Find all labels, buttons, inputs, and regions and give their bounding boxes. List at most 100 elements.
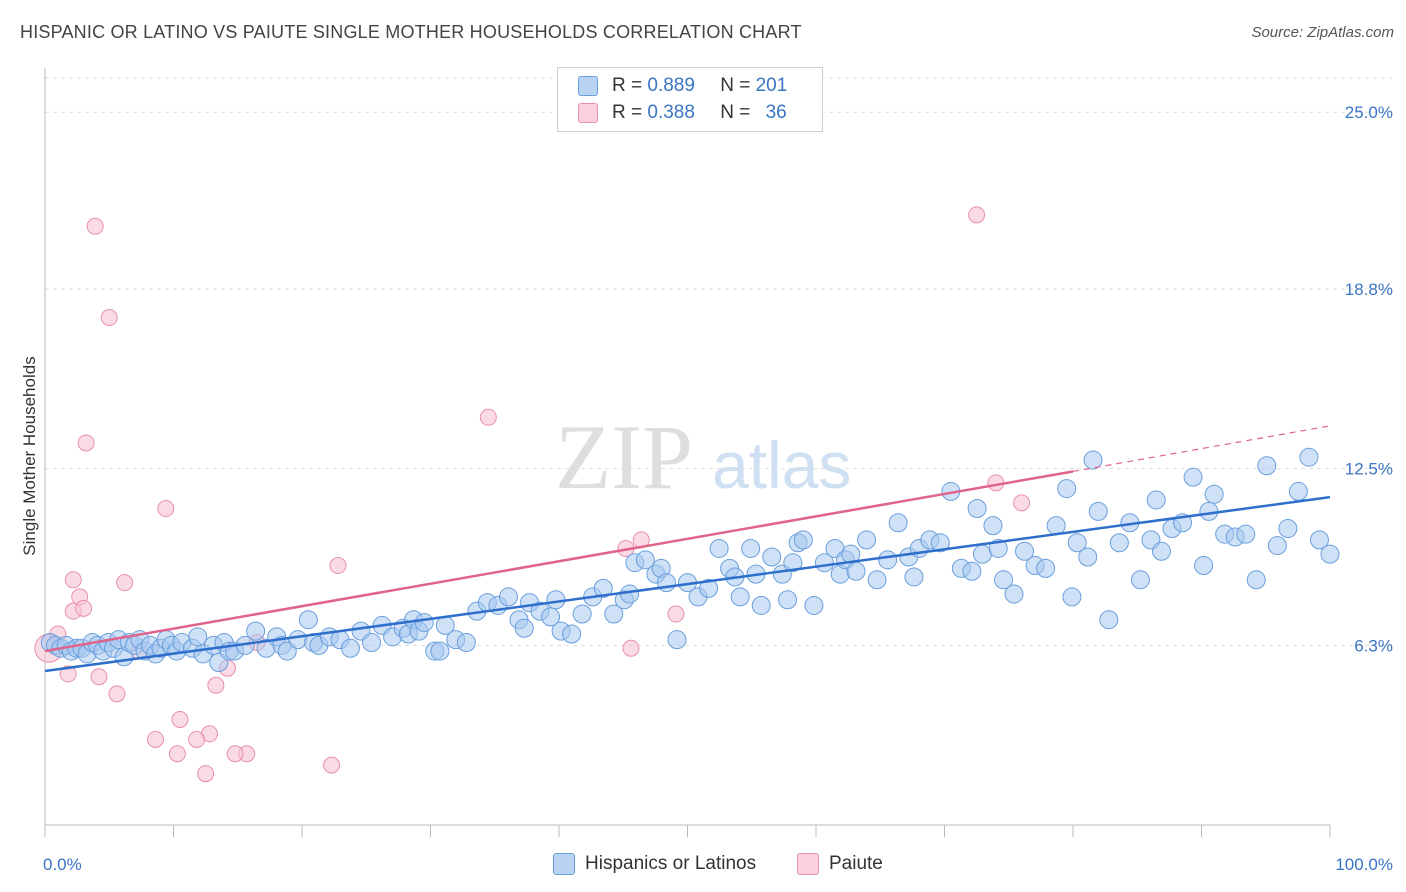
hispanic-point <box>888 513 908 533</box>
legend-n-label: N = <box>720 75 751 96</box>
hispanic-point <box>778 590 798 610</box>
y-tick-label: 6.3% <box>1354 636 1393 655</box>
paiute-point <box>75 599 93 617</box>
hispanic-point <box>762 547 782 567</box>
y-tick-label: 18.8% <box>1345 280 1393 299</box>
bottom-legend-hispanic: Hispanics or Latinos <box>553 853 756 875</box>
hispanic-point <box>667 630 687 650</box>
hispanic-point <box>1257 456 1277 476</box>
hispanic-point <box>1236 524 1256 544</box>
paiute-point <box>108 685 126 703</box>
hispanic-point <box>983 516 1003 536</box>
hispanic-point <box>1299 447 1319 467</box>
x-tick-label: 0.0% <box>43 855 82 874</box>
trend-lines <box>44 425 1331 673</box>
legend-r-value: 0.388 <box>647 102 695 123</box>
watermark-zip: ZIP <box>555 406 693 508</box>
hispanic-point <box>288 630 308 650</box>
x-tick-label: 100.0% <box>1335 855 1393 874</box>
hispanic-point <box>1109 533 1129 553</box>
hispanic-point <box>751 595 771 615</box>
hispanic-point <box>1183 467 1203 487</box>
hispanic-point <box>1046 516 1066 536</box>
hispanic-point <box>1246 570 1266 590</box>
hispanic-point <box>741 538 761 558</box>
hispanic-point <box>541 607 561 627</box>
paiute-point <box>168 745 186 763</box>
y-tick-label: 12.5% <box>1345 460 1393 479</box>
paiute-point <box>323 756 341 774</box>
axes <box>44 68 1331 837</box>
hispanic-point <box>1036 558 1056 578</box>
hispanic-point <box>1204 484 1224 504</box>
legend-n-value: 36 <box>765 102 787 123</box>
hispanic-point <box>1194 556 1214 576</box>
hispanic-point <box>993 570 1013 590</box>
hispanic-point <box>1199 501 1219 521</box>
watermark: ZIP atlas <box>555 406 851 508</box>
legend-swatch-pink <box>578 102 598 123</box>
hispanic-point <box>1062 587 1082 607</box>
paiute-point <box>622 639 640 657</box>
legend-r-label: R = <box>612 75 643 96</box>
hispanic-point <box>1309 530 1329 550</box>
hispanic-point <box>498 587 518 607</box>
hispanic-point <box>972 544 992 564</box>
hispanic-point <box>1015 541 1035 561</box>
legend-row-paiute: R = 0.388 N = 36 <box>578 102 787 126</box>
hispanic-point <box>793 530 813 550</box>
hispanic-point <box>1078 547 1098 567</box>
paiute-point <box>188 730 206 748</box>
hispanic-point <box>1146 490 1166 510</box>
hispanic-point <box>988 538 1008 558</box>
y-tick-label: 25.0% <box>1345 103 1393 122</box>
hispanic-point <box>456 633 476 653</box>
paiute-point <box>77 434 95 452</box>
legend-r-value: 0.889 <box>647 75 695 96</box>
series-name-hispanic: Hispanics or Latinos <box>585 853 757 875</box>
bottom-swatch-pink <box>797 853 819 875</box>
hispanic-point <box>1288 481 1308 501</box>
hispanic-point <box>362 633 382 653</box>
paiute-point <box>667 605 685 623</box>
hispanic-point <box>514 618 534 638</box>
hispanic-point <box>188 627 208 647</box>
watermark-atlas: atlas <box>712 428 851 502</box>
hispanic-point <box>1083 450 1103 470</box>
hispanic-point <box>414 613 434 633</box>
paiute-points <box>34 206 1031 783</box>
hispanic-point <box>804 595 824 615</box>
hispanic-point <box>709 538 729 558</box>
paiute-point <box>86 217 104 235</box>
hispanic-point <box>857 530 877 550</box>
paiute-point <box>207 676 225 694</box>
hispanic-point <box>962 561 982 581</box>
hispanic-point <box>1278 518 1298 538</box>
hispanic-point <box>298 610 318 630</box>
hispanic-point <box>967 499 987 519</box>
grid-lines <box>45 77 1392 646</box>
hispanic-point <box>604 604 624 624</box>
hispanic-point <box>1004 584 1024 604</box>
hispanic-point <box>1057 479 1077 499</box>
bottom-legend-paiute: Paiute <box>797 853 883 875</box>
paiute-trend-line <box>44 470 1074 653</box>
chart-title: HISPANIC OR LATINO VS PAIUTE SINGLE MOTH… <box>20 22 802 42</box>
hispanic-point <box>635 550 655 570</box>
paiute-point <box>329 557 347 575</box>
hispanic-point <box>904 567 924 587</box>
hispanic-point <box>1130 570 1150 590</box>
hispanic-point <box>878 550 898 570</box>
hispanic-point <box>867 570 887 590</box>
hispanic-point <box>593 578 613 598</box>
paiute-point <box>64 571 82 589</box>
paiute-point <box>90 668 108 686</box>
hispanic-point <box>1088 501 1108 521</box>
hispanic-point <box>620 584 640 604</box>
series-name-paiute: Paiute <box>829 853 883 875</box>
hispanic-point <box>1099 610 1119 630</box>
hispanic-point <box>930 533 950 553</box>
legend-swatch-blue <box>578 75 598 96</box>
paiute-point <box>59 665 77 683</box>
